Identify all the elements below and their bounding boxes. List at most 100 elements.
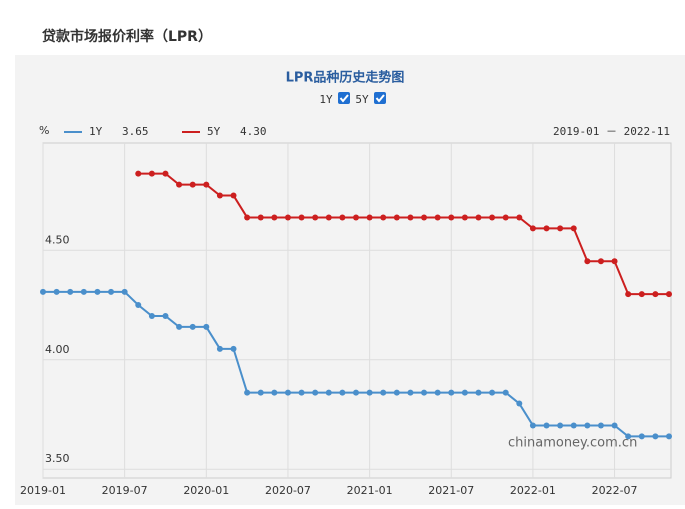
data-point [67,288,74,295]
data-point [584,422,591,429]
data-point [652,291,659,298]
data-point [461,389,468,396]
data-point [393,214,400,221]
data-point [53,288,60,295]
page-title: 贷款市场报价利率（LPR） [42,28,212,45]
data-point [298,389,305,396]
data-point [203,181,210,188]
data-point [570,225,577,232]
data-point [489,214,496,221]
check-icon [339,94,349,103]
data-point [611,258,618,265]
data-point [216,192,223,199]
data-point [516,214,523,221]
data-point [244,389,251,396]
data-point [40,288,46,295]
data-point [380,389,387,396]
data-point [625,291,632,298]
legend-value: 4.30 [240,125,267,138]
data-point [529,422,536,429]
series-line [138,172,669,296]
data-point [176,181,183,188]
data-point [230,345,237,352]
data-point [284,214,291,221]
data-point [638,291,645,298]
data-point [543,225,550,232]
data-point [271,214,278,221]
data-point [597,422,604,429]
data-point [216,345,223,352]
data-point [543,422,550,429]
chart-panel [15,55,685,505]
x-tick-label: 2019-01 [20,484,66,497]
date-range: 2019-01 － 2022-11 [553,125,670,138]
data-point [448,214,455,221]
x-tick-label: 2019-07 [102,484,148,497]
data-point [108,288,115,295]
y-unit: % [39,124,49,137]
x-tick-label: 2021-07 [428,484,474,497]
x-tick-label: 2020-07 [265,484,311,497]
data-point [393,389,400,396]
data-point [407,389,414,396]
data-point [162,312,169,319]
data-point [407,214,414,221]
data-point [353,389,359,396]
data-point [516,400,523,407]
data-point [325,389,332,396]
data-point [597,258,604,265]
checkbox[interactable] [338,92,350,104]
legend-label: 1Y [89,125,103,138]
data-point [434,214,441,221]
data-point [312,214,319,221]
legend-value: 3.65 [122,125,149,138]
data-point [135,170,142,177]
data-point [366,214,373,221]
toggle-label: 5Y [355,93,369,106]
data-point [366,389,373,396]
data-point [121,288,128,295]
watermark: chinamoney.com.cn [508,436,637,451]
y-tick-label: 3.50 [45,452,70,465]
data-point [80,288,87,295]
data-point [271,389,278,396]
data-point [284,389,291,396]
data-point [652,433,659,440]
data-point [353,214,359,221]
data-point [339,214,346,221]
data-point [339,389,346,396]
x-tick-label: 2022-07 [592,484,638,497]
data-point [189,323,196,330]
data-point [611,422,618,429]
y-tick-label: 4.00 [45,343,70,356]
data-point [461,214,468,221]
check-icon [375,94,385,103]
checkbox[interactable] [374,92,386,104]
data-point [257,389,264,396]
data-point [189,181,196,188]
data-point [135,302,142,309]
data-point [625,433,632,440]
data-point [638,433,645,440]
data-point [162,170,169,177]
chart-title: LPR品种历史走势图 [286,70,405,86]
data-point [244,214,251,221]
data-point [421,389,428,396]
data-point [298,214,305,221]
data-point [489,389,496,396]
data-point [312,389,319,396]
legend-label: 5Y [207,125,221,138]
data-point [176,323,183,330]
data-point [529,225,536,232]
data-point [325,214,332,221]
data-point [502,214,509,221]
data-point [557,225,564,232]
x-tick-label: 2021-01 [347,484,393,497]
data-point [380,214,387,221]
data-point [502,389,509,396]
y-tick-label: 4.50 [45,233,70,246]
data-point [584,258,591,265]
data-point [148,170,155,177]
